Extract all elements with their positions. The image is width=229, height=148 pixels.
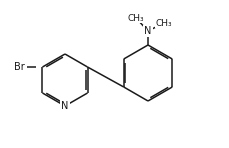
Text: CH₃: CH₃ [156, 18, 172, 28]
Text: Br: Br [14, 62, 25, 72]
Text: N: N [61, 101, 69, 111]
Text: N: N [144, 26, 152, 36]
Text: CH₃: CH₃ [128, 13, 144, 22]
